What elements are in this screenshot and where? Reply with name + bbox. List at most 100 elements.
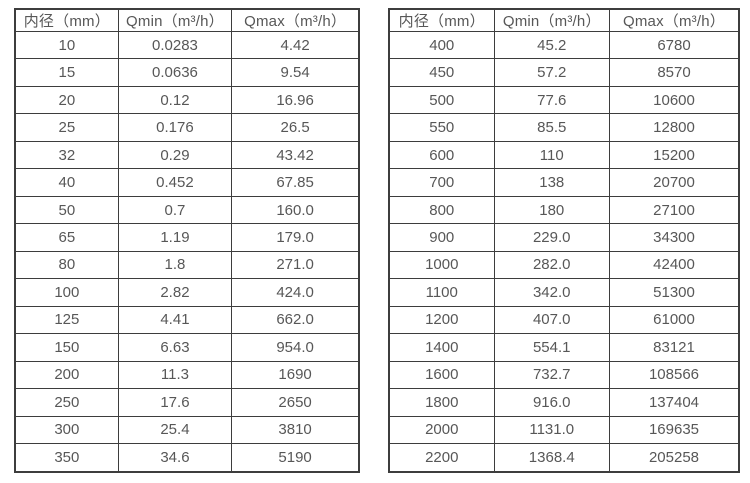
table-cell: 1.19 (117, 223, 233, 252)
table-row: 15 0.0636 9.54 (14, 58, 360, 87)
table-cell: 25 (14, 113, 119, 142)
table-cell: 0.12 (117, 85, 233, 115)
table-cell: 732.7 (493, 360, 610, 390)
table-cell: 6780 (609, 30, 740, 60)
table-cell: 51300 (609, 278, 740, 307)
table-cell: 150 (14, 333, 119, 362)
table-cell: 600 (388, 140, 495, 170)
table-row: 1600 732.7 108566 (388, 360, 740, 390)
table-cell: 1100 (388, 278, 495, 307)
table-row: 350 34.6 5190 (14, 443, 360, 473)
table-row: 1100 342.0 51300 (388, 278, 740, 307)
table-row: 800 180 27100 (388, 195, 740, 225)
table-row: 450 57.2 8570 (388, 58, 740, 87)
table-cell: 5190 (231, 443, 360, 473)
table-row: 100 2.82 424.0 (14, 278, 360, 307)
header-row: 内径（mm） Qmin（m³/h） Qmax（m³/h） (14, 8, 360, 32)
table-row: 32 0.29 43.42 (14, 140, 360, 170)
table-cell: 271.0 (231, 250, 360, 280)
table-row: 1800 916.0 137404 (388, 388, 740, 417)
table-cell: 34300 (609, 223, 740, 252)
table-row: 1400 554.1 83121 (388, 333, 740, 362)
table-row: 10 0.0283 4.42 (14, 30, 360, 60)
table-cell: 342.0 (493, 278, 610, 307)
table-row: 20 0.12 16.96 (14, 85, 360, 115)
table-row: 700 138 20700 (388, 168, 740, 197)
table-cell: 3810 (231, 415, 360, 445)
table-cell: 20700 (609, 168, 740, 197)
table-cell: 50 (14, 195, 119, 225)
table-cell: 16.96 (231, 85, 360, 115)
table-cell: 15200 (609, 140, 740, 170)
table-cell: 1800 (388, 388, 495, 417)
header-row: 内径（mm） Qmin（m³/h） Qmax（m³/h） (388, 8, 740, 32)
column-header-qmin: Qmin（m³/h） (117, 8, 233, 32)
table-cell: 1131.0 (493, 415, 610, 445)
table-row: 1000 282.0 42400 (388, 250, 740, 280)
column-header-diameter: 内径（mm） (14, 8, 119, 32)
flow-table-left: 内径（mm） Qmin（m³/h） Qmax（m³/h） 10 0.0283 4.4… (14, 8, 360, 473)
table-cell: 1690 (231, 360, 360, 390)
table-cell: 83121 (609, 333, 740, 362)
table-cell: 282.0 (493, 250, 610, 280)
table-cell: 2650 (231, 388, 360, 417)
table-cell: 1000 (388, 250, 495, 280)
table-row: 550 85.5 12800 (388, 113, 740, 142)
table-cell: 800 (388, 195, 495, 225)
table-cell: 550 (388, 113, 495, 142)
table-cell: 500 (388, 85, 495, 115)
table-row: 50 0.7 160.0 (14, 195, 360, 225)
table-row: 25 0.176 26.5 (14, 113, 360, 142)
table-cell: 0.452 (117, 168, 233, 197)
table-row: 65 1.19 179.0 (14, 223, 360, 252)
table-cell: 77.6 (493, 85, 610, 115)
table-cell: 179.0 (231, 223, 360, 252)
table-cell: 110 (493, 140, 610, 170)
table-cell: 11.3 (117, 360, 233, 390)
table-cell: 100 (14, 278, 119, 307)
table-cell: 67.85 (231, 168, 360, 197)
table-cell: 0.7 (117, 195, 233, 225)
table-cell: 662.0 (231, 305, 360, 335)
table-row: 150 6.63 954.0 (14, 333, 360, 362)
table-cell: 424.0 (231, 278, 360, 307)
table-cell: 9.54 (231, 58, 360, 87)
table-cell: 205258 (609, 443, 740, 473)
table-cell: 65 (14, 223, 119, 252)
table-cell: 8570 (609, 58, 740, 87)
table-cell: 700 (388, 168, 495, 197)
table-cell: 57.2 (493, 58, 610, 87)
table-cell: 125 (14, 305, 119, 335)
table-cell: 200 (14, 360, 119, 390)
table-row: 400 45.2 6780 (388, 30, 740, 60)
table-cell: 2000 (388, 415, 495, 445)
table-cell: 6.63 (117, 333, 233, 362)
table-cell: 43.42 (231, 140, 360, 170)
column-header-qmin: Qmin（m³/h） (493, 8, 610, 32)
table-row: 2000 1131.0 169635 (388, 415, 740, 445)
table-cell: 1600 (388, 360, 495, 390)
table-row: 300 25.4 3810 (14, 415, 360, 445)
table-cell: 250 (14, 388, 119, 417)
table-cell: 1200 (388, 305, 495, 335)
table-cell: 20 (14, 85, 119, 115)
table-cell: 4.42 (231, 30, 360, 60)
table-cell: 900 (388, 223, 495, 252)
table-cell: 400 (388, 30, 495, 60)
table-cell: 85.5 (493, 113, 610, 142)
table-cell: 554.1 (493, 333, 610, 362)
column-header-qmax: Qmax（m³/h） (231, 8, 360, 32)
table-row: 500 77.6 10600 (388, 85, 740, 115)
table-cell: 1368.4 (493, 443, 610, 473)
table-cell: 350 (14, 443, 119, 473)
table-cell: 17.6 (117, 388, 233, 417)
table-cell: 26.5 (231, 113, 360, 142)
table-cell: 138 (493, 168, 610, 197)
table-cell: 180 (493, 195, 610, 225)
table-cell: 2.82 (117, 278, 233, 307)
flow-table-right: 内径（mm） Qmin（m³/h） Qmax（m³/h） 400 45.2 6780… (388, 8, 740, 473)
table-cell: 916.0 (493, 388, 610, 417)
column-header-diameter: 内径（mm） (388, 8, 495, 32)
table-cell: 450 (388, 58, 495, 87)
table-cell: 27100 (609, 195, 740, 225)
